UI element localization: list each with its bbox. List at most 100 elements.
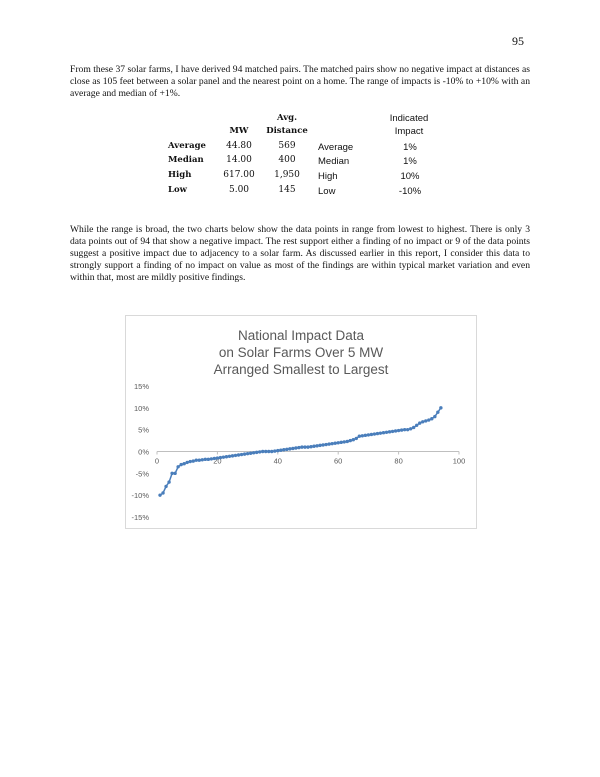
data-point bbox=[158, 493, 162, 497]
data-point bbox=[179, 462, 183, 467]
data-point bbox=[366, 433, 371, 437]
y-tick-label: 0% bbox=[138, 448, 149, 457]
x-tick-label: 40 bbox=[274, 457, 282, 466]
paragraph: From these 37 solar farms, I have derive… bbox=[70, 64, 530, 99]
data-point bbox=[294, 446, 298, 450]
data-point bbox=[254, 450, 259, 455]
y-tick-label: 15% bbox=[134, 382, 149, 391]
data-point bbox=[200, 458, 204, 462]
data-point bbox=[418, 421, 422, 425]
data-point bbox=[375, 431, 380, 436]
y-tick-label: -5% bbox=[136, 469, 150, 478]
row-label: Low bbox=[168, 185, 187, 195]
data-point bbox=[387, 430, 392, 434]
data-point bbox=[399, 428, 404, 432]
data-point bbox=[384, 430, 389, 434]
data-point bbox=[351, 438, 355, 442]
data-point bbox=[161, 491, 165, 495]
data-point bbox=[233, 453, 238, 458]
data-point bbox=[312, 444, 316, 448]
data-point bbox=[261, 449, 265, 454]
data-point bbox=[333, 441, 337, 445]
cell-value: 1% bbox=[403, 142, 417, 153]
paragraph: While the range is broad, the two charts… bbox=[70, 224, 530, 283]
data-point bbox=[245, 451, 250, 456]
cell-value: 5.00 bbox=[228, 185, 250, 195]
y-tick-label: 10% bbox=[134, 404, 149, 413]
x-tick-label: 100 bbox=[453, 457, 466, 466]
x-tick-label: 20 bbox=[213, 457, 221, 466]
data-point bbox=[248, 451, 253, 455]
column-header: MW bbox=[229, 126, 249, 136]
chart-title: National Impact Data bbox=[238, 328, 365, 343]
cell-value: 1,950 bbox=[274, 170, 300, 180]
cell-value: 400 bbox=[278, 155, 296, 165]
data-point bbox=[324, 442, 328, 447]
data-point bbox=[212, 456, 217, 461]
data-point bbox=[270, 449, 274, 454]
column-header: Impact bbox=[394, 126, 424, 137]
data-point bbox=[381, 431, 386, 435]
data-point bbox=[372, 432, 377, 436]
data-point bbox=[327, 442, 331, 446]
data-point bbox=[345, 439, 349, 444]
chart-title: Arranged Smallest to Largest bbox=[214, 362, 389, 377]
column-header: Distance bbox=[266, 126, 308, 136]
row-label: Median bbox=[168, 155, 204, 165]
data-point bbox=[221, 455, 226, 459]
data-point bbox=[267, 449, 271, 454]
cell-value: 569 bbox=[278, 141, 296, 151]
column-header: Avg. bbox=[276, 113, 298, 123]
column-header: Indicated bbox=[389, 113, 429, 124]
data-point bbox=[430, 417, 434, 421]
data-point bbox=[242, 452, 247, 456]
cell-value: 44.80 bbox=[226, 141, 252, 151]
data-point bbox=[194, 458, 198, 462]
row-label: Low bbox=[318, 186, 336, 197]
data-point bbox=[167, 480, 171, 484]
y-tick-label: 5% bbox=[138, 426, 149, 435]
data-point bbox=[412, 425, 416, 430]
data-point bbox=[188, 459, 192, 464]
data-point bbox=[360, 434, 365, 438]
data-point bbox=[239, 452, 244, 457]
chart-title: on Solar Farms Over 5 MW bbox=[219, 345, 384, 360]
data-point bbox=[424, 419, 428, 423]
data-point bbox=[348, 438, 352, 443]
data-point bbox=[405, 427, 410, 432]
data-point bbox=[173, 471, 177, 476]
x-tick-label: 80 bbox=[394, 457, 402, 466]
data-point bbox=[218, 455, 223, 460]
y-tick-label: -15% bbox=[131, 513, 149, 522]
chart-border bbox=[125, 315, 477, 529]
data-point bbox=[182, 462, 186, 466]
data-point bbox=[164, 484, 168, 489]
data-point bbox=[369, 432, 374, 437]
data-point bbox=[354, 436, 359, 441]
data-point bbox=[227, 454, 232, 459]
data-point bbox=[330, 441, 334, 446]
data-point bbox=[357, 434, 362, 438]
data-point bbox=[363, 433, 368, 438]
data-point bbox=[300, 445, 304, 449]
row-label: Median bbox=[318, 156, 350, 167]
cell-value: 14.00 bbox=[226, 155, 252, 165]
data-point bbox=[285, 447, 289, 452]
data-point bbox=[288, 447, 292, 451]
data-point bbox=[393, 429, 398, 433]
data-point bbox=[318, 443, 322, 448]
data-point bbox=[421, 420, 425, 424]
data-point bbox=[321, 443, 325, 447]
data-point bbox=[433, 414, 437, 419]
data-point bbox=[185, 460, 189, 465]
data-point bbox=[415, 423, 419, 427]
data-point bbox=[170, 471, 174, 476]
cell-value: 145 bbox=[278, 185, 296, 195]
data-point bbox=[224, 455, 229, 459]
row-label: Average bbox=[318, 142, 354, 153]
y-tick-label: -10% bbox=[131, 491, 149, 500]
page-number: 95 bbox=[512, 34, 524, 48]
row-label: Average bbox=[168, 141, 206, 151]
data-point bbox=[191, 459, 195, 463]
data-point bbox=[176, 465, 180, 469]
